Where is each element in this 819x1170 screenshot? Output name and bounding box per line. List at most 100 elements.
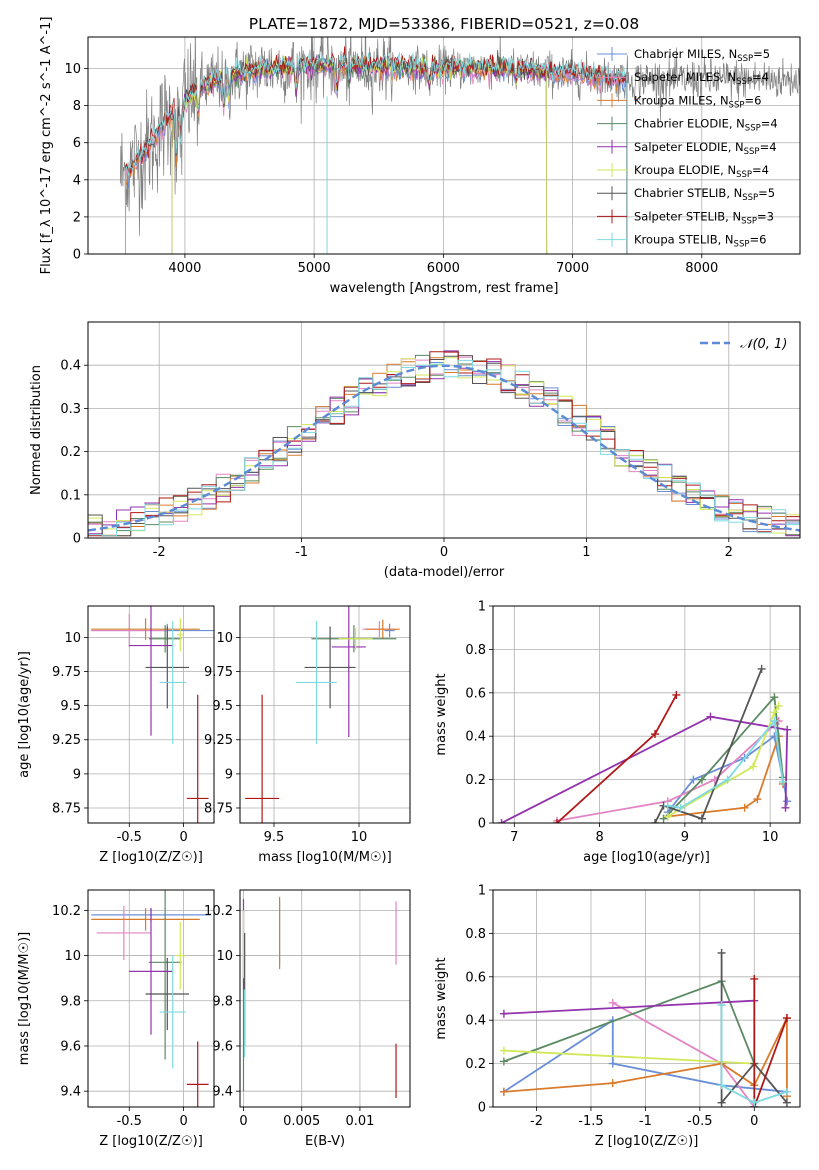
error-bar-point [384, 623, 395, 638]
mass-weight-line [503, 1017, 788, 1097]
y-tick-label: 0.4 [60, 359, 81, 374]
x-tick-label: 9.5 [264, 830, 285, 845]
legend-label: Kroupa ELODIE, NSSP=4 [634, 163, 769, 180]
y-tick-label: 0.4 [465, 1014, 486, 1029]
y-tick-label: 9.4 [60, 1085, 81, 1100]
mass-weight-line [667, 705, 780, 818]
legend-label-main: Kroupa STELIB, N [634, 233, 734, 247]
legend-label-value: =4 [761, 117, 778, 131]
error-bar-point [174, 921, 186, 990]
y-tick-label: 0 [73, 248, 81, 263]
axes-frame [239, 605, 411, 824]
legend-label: Chabrier MILES, NSSP=5 [634, 47, 770, 64]
y-axis-label: mass [log10(M/M☉)] [17, 932, 32, 1065]
y-tick-label: 0 [478, 1101, 486, 1116]
y-tick-label: 8 [73, 99, 81, 114]
legend-label-sub: SSP [737, 54, 753, 64]
y-tick-label: 0.1 [60, 488, 81, 503]
x-tick-label: 4000 [168, 261, 201, 276]
weight_vs_age-plot-area [497, 664, 792, 823]
weight_vs_Z-plot-area [499, 948, 791, 1107]
mass-weight-marker [740, 803, 749, 812]
mass-weight-line [662, 694, 784, 820]
legend-label-sub: SSP [745, 124, 761, 134]
y-tick-label: 0.6 [465, 686, 486, 701]
y-tick-label: 9.4 [212, 1085, 233, 1100]
x-tick-label: -0.5 [117, 1114, 142, 1129]
x-axis-label: E(B-V) [305, 1134, 345, 1149]
legend-label-value: =5 [758, 186, 775, 200]
x-axis-label: Z [log10(Z/Z☉)] [99, 850, 203, 865]
error-bar-point [129, 908, 173, 1035]
mass-weight-marker [676, 803, 685, 812]
mass-weight-marker [723, 775, 732, 784]
mass-weight-marker [499, 1057, 508, 1066]
y-tick-label: 6 [73, 136, 81, 151]
y-tick-label: 9.75 [204, 665, 233, 680]
x-tick-label: 10 [351, 830, 368, 845]
y-tick-label: 9 [73, 767, 81, 782]
mass-weight-marker [497, 819, 506, 823]
mass-weight-marker [659, 814, 668, 823]
y-tick-label: 4 [73, 173, 81, 188]
y-axis-label: mass weight [434, 673, 449, 755]
mass-weight-marker [552, 819, 561, 823]
y-tick-label: 10.2 [204, 904, 233, 919]
legend-label-value: =6 [749, 233, 766, 247]
error-bar-point [186, 694, 209, 823]
mass-vs-metallicity-panel: -0.5 0 9.4 9.6 9.8 10 10.2 Z [log10(Z/Z☉)] mass … [17, 889, 215, 1149]
error-bar-point [304, 626, 356, 709]
axes-frame [87, 36, 801, 255]
x-tick-label: 0 [239, 1114, 247, 1129]
mass-weight-marker [782, 1014, 791, 1023]
mass-weight-marker [499, 1009, 508, 1018]
legend-label-main: Chabrier ELODIE, N [634, 117, 745, 131]
x-tick-label: 0 [179, 1114, 187, 1129]
y-tick-label: 9.6 [60, 1039, 81, 1054]
y-tick-label: 0.2 [465, 773, 486, 788]
error-bar-point [145, 626, 190, 709]
mass_vs_EBV-plot-area [242, 896, 397, 1098]
mass-weight-marker [753, 795, 762, 804]
y-tick-label: 10 [64, 62, 81, 77]
mass-weight-marker [778, 777, 787, 786]
x-tick-label: -0.5 [117, 830, 142, 845]
y-tick-label: 9.75 [52, 665, 81, 680]
y-tick-label: 8.75 [52, 801, 81, 816]
axes-frame [87, 605, 215, 824]
error-bar-point [159, 621, 186, 744]
legend-label-value: =4 [752, 70, 769, 84]
x-axis-label: (data-model)/error [384, 565, 505, 580]
mass-weight-marker [608, 1079, 617, 1088]
axes-frame [239, 889, 411, 1108]
y-tick-label: 10 [64, 631, 81, 646]
legend-label-main: Salpeter ELODIE, N [634, 140, 744, 154]
spectrum-plot-area [119, 37, 800, 254]
mass-weight-line [720, 1005, 788, 1104]
mass-weight-marker [608, 1059, 617, 1068]
mass-weight-marker [608, 998, 617, 1007]
y-axis-label: Normed distribution [29, 365, 44, 495]
x-tick-label: -2 [153, 545, 166, 560]
gaussian-reference-line [88, 364, 800, 532]
mass_vs_EBV-axes: 0 0.005 0.01 9.4 9.6 9.8 10 10.2 E(B-V) [204, 890, 410, 1149]
x-axis-label: mass [log10(M/M☉)] [258, 850, 391, 865]
error-bar-point [338, 627, 373, 650]
error-bar-point [186, 1041, 209, 1107]
error-bar-point [145, 957, 190, 1031]
y-tick-label: 9.6 [212, 1039, 233, 1054]
error-bar-point [91, 618, 200, 641]
legend-label: Kroupa STELIB, NSSP=6 [634, 233, 766, 250]
mass-weight-marker [783, 797, 792, 806]
error-bar-point [91, 614, 168, 647]
mass-weight-marker [783, 725, 792, 734]
y-tick-label: 0 [478, 817, 486, 832]
error-bar-point [91, 908, 200, 931]
legend-label-main: Salpeter MILES, N [634, 70, 736, 84]
figure-title: PLATE=1872, MJD=53386, FIBERID=0521, z=0… [249, 15, 639, 33]
legend-label: 𝒩(0, 1) [740, 337, 787, 352]
legend-label-sub: SSP [741, 216, 757, 226]
y-tick-label: 10 [216, 949, 233, 964]
